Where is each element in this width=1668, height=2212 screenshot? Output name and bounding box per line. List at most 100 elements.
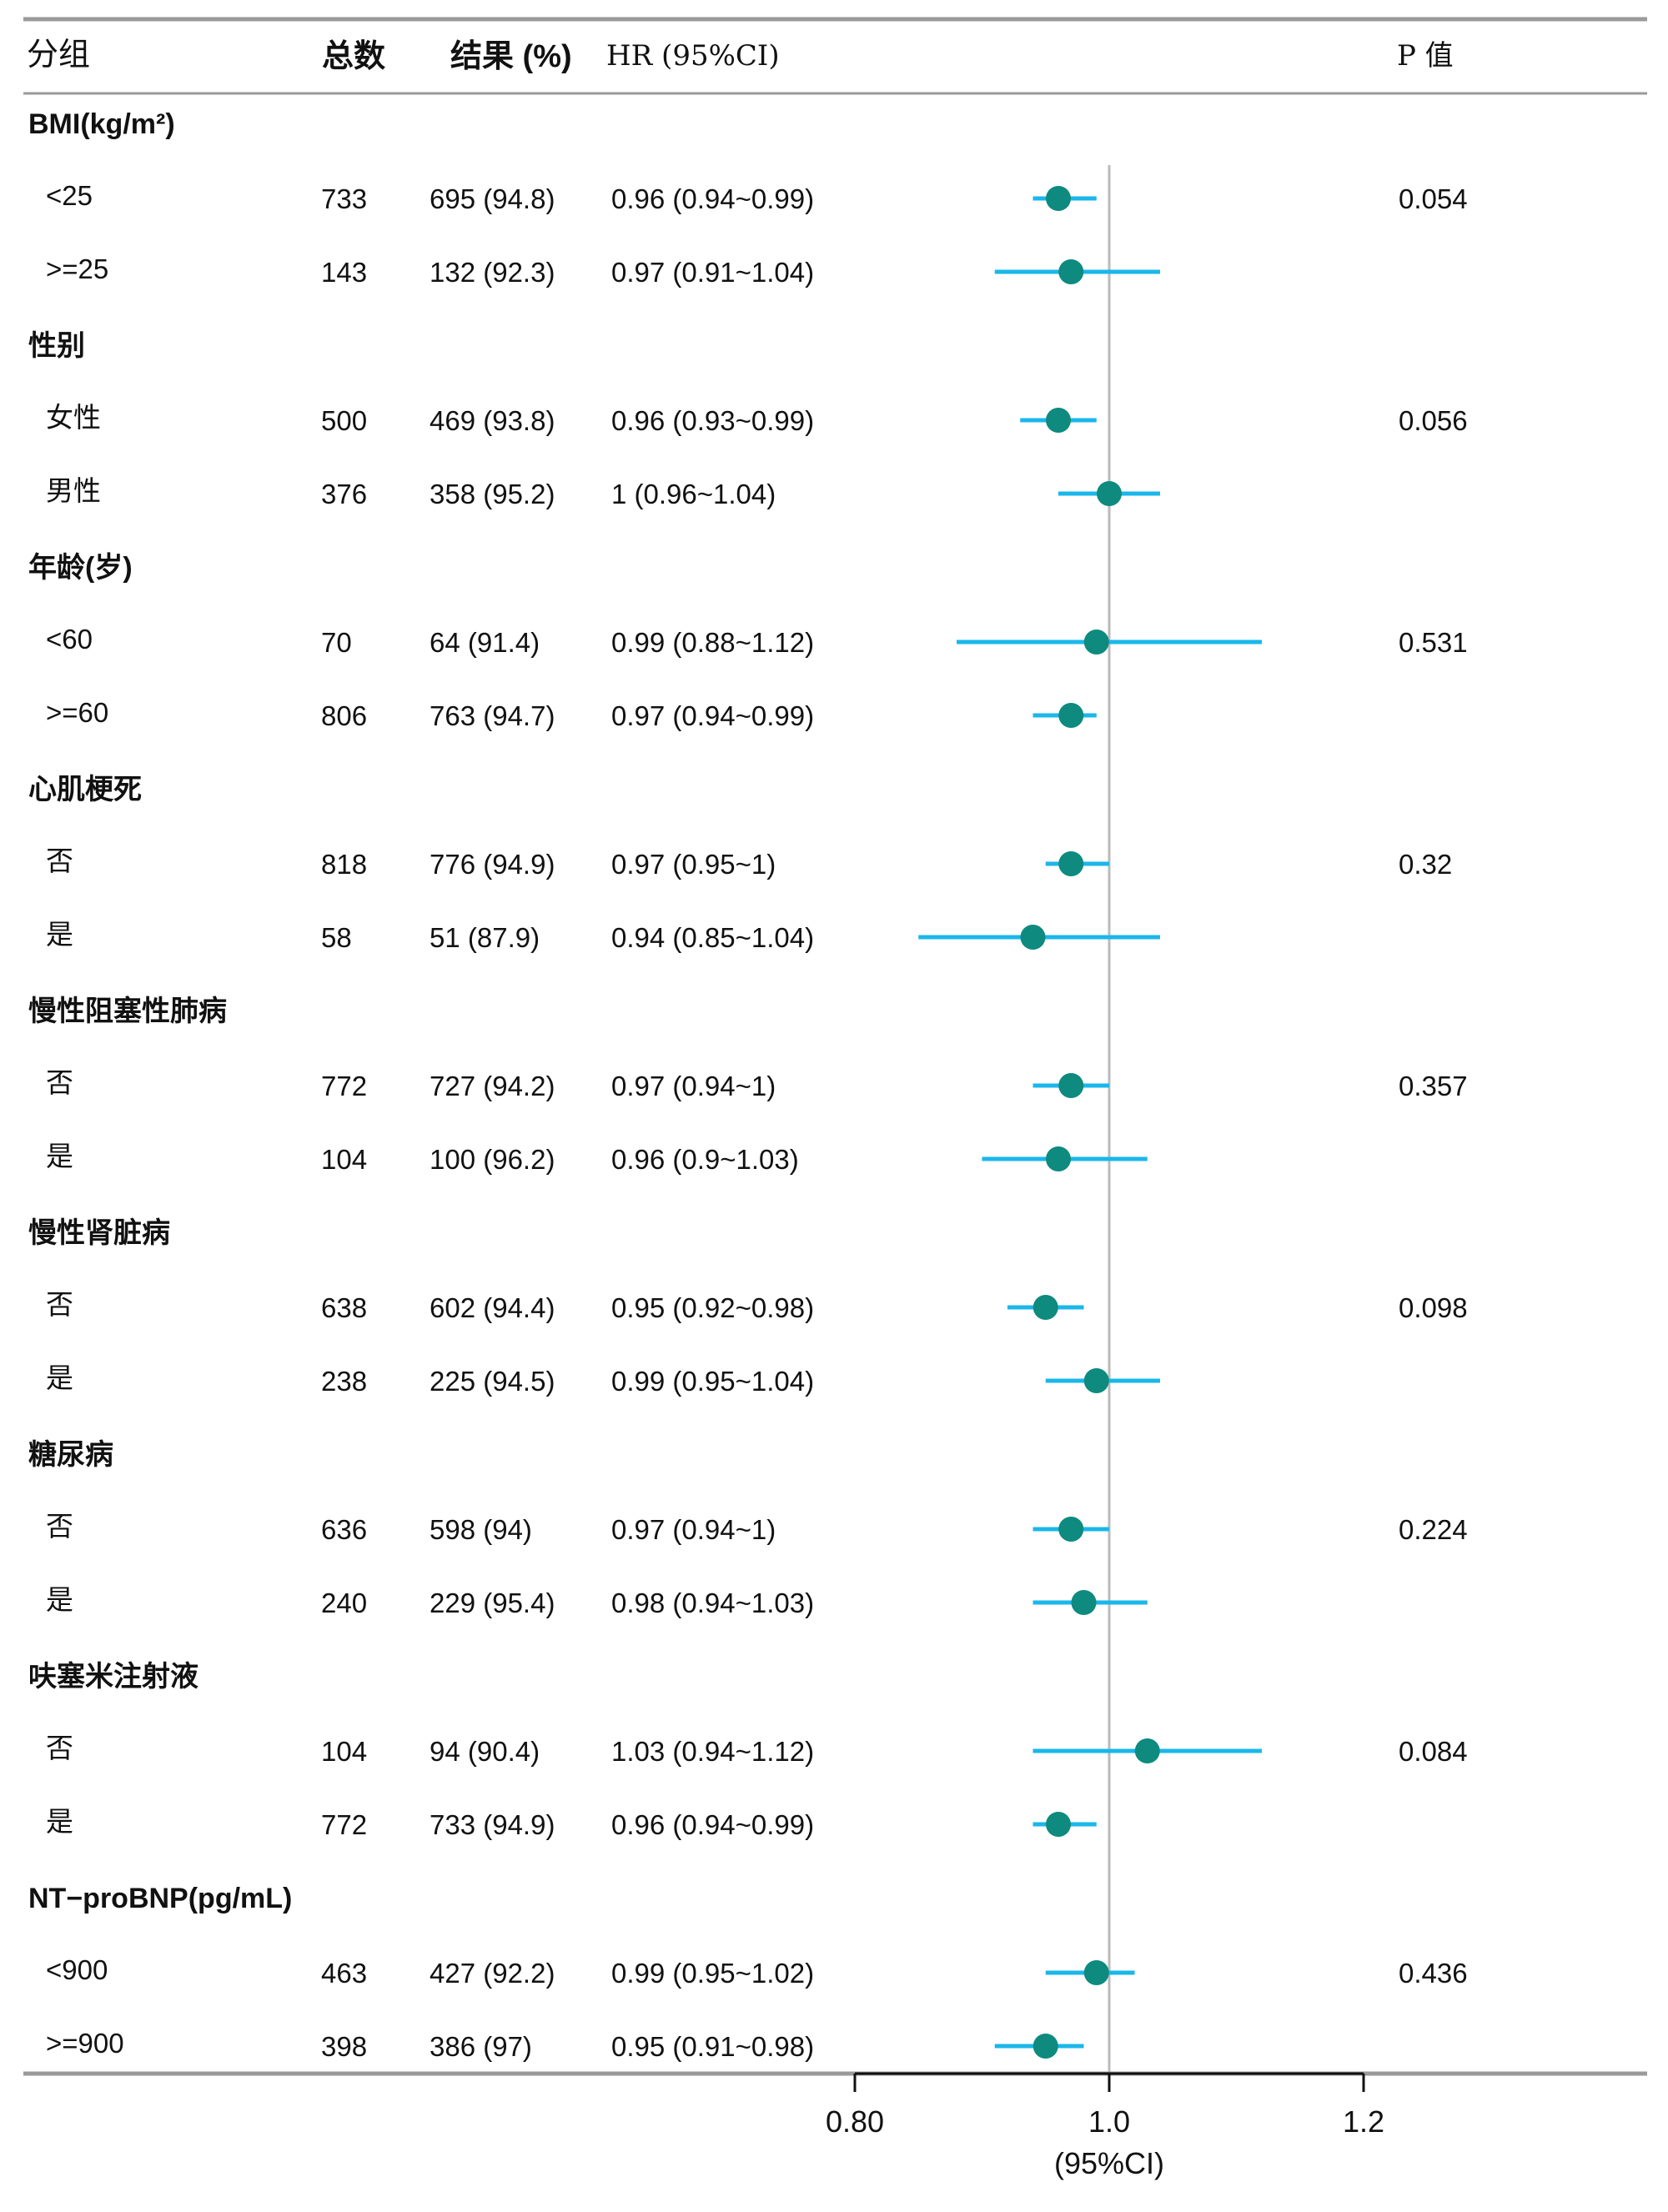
subgroup-label: 否 xyxy=(46,845,73,876)
hr-point xyxy=(1032,1295,1058,1320)
result-value: 776 (94.9) xyxy=(430,849,555,880)
hr-point xyxy=(1058,851,1084,876)
subgroup-label: <25 xyxy=(46,180,93,211)
hr-point xyxy=(1046,1146,1071,1171)
total-value: 772 xyxy=(321,1071,367,1101)
subgroup-label: 否 xyxy=(46,1289,73,1320)
group-label: 慢性肾脏病 xyxy=(28,1217,170,1249)
total-value: 818 xyxy=(321,849,367,880)
total-value: 58 xyxy=(321,922,352,953)
subgroup-label: 否 xyxy=(46,1067,73,1098)
table-row: 是 58 51 (87.9) 0.94 (0.85~1.04) xyxy=(46,919,814,953)
subgroup-label: <60 xyxy=(46,624,93,655)
total-value: 240 xyxy=(321,1588,367,1618)
result-value: 51 (87.9) xyxy=(430,922,540,953)
tick-label: 1.0 xyxy=(1088,2104,1130,2139)
total-value: 806 xyxy=(321,700,367,731)
table-row: <25 733 695 (94.8) 0.96 (0.94~0.99) 0.054 xyxy=(46,180,1468,214)
hr-point xyxy=(1058,1517,1084,1542)
hr-value: 0.96 (0.94~0.99) xyxy=(611,183,814,214)
tick-label: 0.80 xyxy=(826,2104,884,2139)
hr-point xyxy=(1032,2034,1058,2059)
hr-point xyxy=(1046,186,1071,211)
result-value: 469 (93.8) xyxy=(430,405,555,436)
p-value: 0.098 xyxy=(1399,1292,1468,1323)
p-value: 0.32 xyxy=(1399,849,1452,880)
hr-value: 0.96 (0.94~0.99) xyxy=(611,1809,814,1840)
hr-point xyxy=(1058,259,1084,284)
group-label: NT−proBNP(pg/mL) xyxy=(28,1883,292,1914)
hr-value: 0.96 (0.9~1.03) xyxy=(611,1144,799,1175)
subgroup-label: 是 xyxy=(46,1584,73,1615)
subgroup-label: >=25 xyxy=(46,253,108,284)
result-value: 763 (94.7) xyxy=(430,700,555,731)
hr-point xyxy=(1083,1960,1109,1985)
header-total: 总数 xyxy=(322,39,385,74)
total-value: 500 xyxy=(321,405,367,436)
subgroup-label: <900 xyxy=(46,1954,108,1985)
table-row: <60 70 64 (91.4) 0.99 (0.88~1.12) 0.531 xyxy=(46,624,1468,658)
p-value: 0.436 xyxy=(1399,1958,1468,1989)
header-result: 结果 (%) xyxy=(450,39,572,74)
table-row: <900 463 427 (92.2) 0.99 (0.95~1.02) 0.436 xyxy=(46,1954,1468,1989)
hr-point xyxy=(1046,408,1071,433)
hr-point xyxy=(1097,481,1122,506)
hr-value: 0.97 (0.91~1.04) xyxy=(611,257,814,288)
result-value: 132 (92.3) xyxy=(430,257,555,288)
tick-label: 1.2 xyxy=(1343,2104,1384,2139)
subgroup-label: 是 xyxy=(46,1806,73,1837)
hr-point xyxy=(1071,1590,1097,1615)
table-row: 女性 500 469 (93.8) 0.96 (0.93~0.99) 0.056 xyxy=(46,402,1468,436)
x-axis-label: (95%CI) xyxy=(1054,2146,1164,2180)
hr-value: 1.03 (0.94~1.12) xyxy=(611,1736,814,1767)
subgroup-label: 是 xyxy=(46,1362,73,1393)
table-row: 是 238 225 (94.5) 0.99 (0.95~1.04) xyxy=(46,1362,814,1397)
result-value: 427 (92.2) xyxy=(430,1958,555,1989)
result-value: 598 (94) xyxy=(430,1514,532,1545)
hr-value: 0.98 (0.94~1.03) xyxy=(611,1588,814,1618)
table-row: 否 638 602 (94.4) 0.95 (0.92~0.98) 0.098 xyxy=(46,1289,1468,1323)
result-value: 225 (94.5) xyxy=(430,1366,555,1397)
group-label: 性别 xyxy=(28,330,85,362)
result-value: 94 (90.4) xyxy=(430,1736,540,1767)
p-value: 0.357 xyxy=(1399,1071,1468,1101)
total-value: 104 xyxy=(321,1144,367,1175)
group-label: 年龄(岁) xyxy=(28,552,133,584)
hr-point xyxy=(1046,1812,1071,1837)
table-row: 否 636 598 (94) 0.97 (0.94~1) 0.224 xyxy=(46,1511,1468,1545)
table-row: 男性 376 358 (95.2) 1 (0.96~1.04) xyxy=(46,475,776,509)
result-value: 733 (94.9) xyxy=(430,1809,555,1840)
result-value: 64 (91.4) xyxy=(430,627,540,658)
table-row: 是 104 100 (96.2) 0.96 (0.9~1.03) xyxy=(46,1141,799,1175)
total-value: 376 xyxy=(321,479,367,509)
group-label: BMI(kg/m²) xyxy=(28,108,175,140)
table-row: 是 240 229 (95.4) 0.98 (0.94~1.03) xyxy=(46,1584,814,1618)
group-label: 慢性阻塞性肺病 xyxy=(28,996,227,1027)
total-value: 636 xyxy=(321,1514,367,1545)
forest-marks xyxy=(918,165,1262,2072)
hr-value: 0.99 (0.88~1.12) xyxy=(611,627,814,658)
x-axis: 0.80 1.0 1.2 (95%CI) xyxy=(23,2071,1647,2180)
header-group: 分组 xyxy=(27,38,90,73)
subgroup-label: >=900 xyxy=(46,2028,124,2059)
table-row: >=60 806 763 (94.7) 0.97 (0.94~0.99) xyxy=(46,697,814,731)
result-value: 358 (95.2) xyxy=(430,479,555,509)
hr-point xyxy=(1058,1073,1084,1098)
hr-point xyxy=(1020,925,1046,950)
table-row: 否 104 94 (90.4) 1.03 (0.94~1.12) 0.084 xyxy=(46,1733,1468,1767)
total-value: 398 xyxy=(321,2031,367,2062)
hr-value: 0.96 (0.93~0.99) xyxy=(611,405,814,436)
result-value: 229 (95.4) xyxy=(430,1588,555,1618)
result-value: 695 (94.8) xyxy=(430,183,555,214)
hr-point xyxy=(1134,1738,1160,1763)
hr-value: 0.97 (0.94~1) xyxy=(611,1514,776,1545)
result-value: 727 (94.2) xyxy=(430,1071,555,1101)
hr-value: 0.99 (0.95~1.02) xyxy=(611,1958,814,1989)
subgroup-label: 否 xyxy=(46,1511,73,1542)
subgroup-label: 女性 xyxy=(46,402,101,433)
p-value: 0.054 xyxy=(1399,183,1468,214)
total-value: 638 xyxy=(321,1292,367,1323)
hr-value: 0.97 (0.95~1) xyxy=(611,849,776,880)
hr-point xyxy=(1083,1368,1109,1393)
